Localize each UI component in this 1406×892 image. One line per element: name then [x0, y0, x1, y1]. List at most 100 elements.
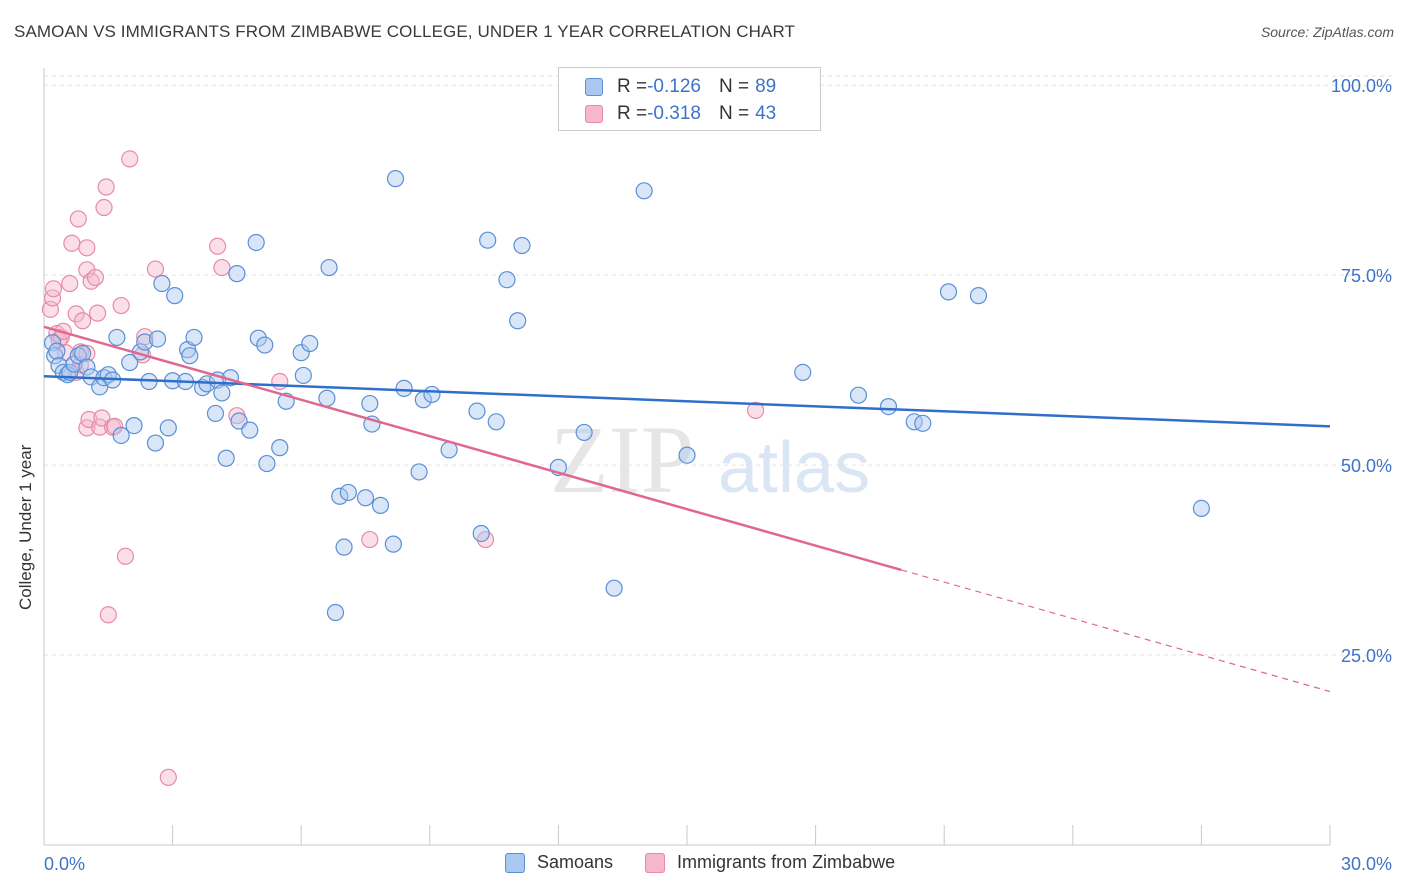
data-point: [58, 366, 77, 384]
data-point: [386, 170, 405, 188]
trend-lines: [43, 325, 1331, 693]
trend-line-zimbabwe-extension: [901, 569, 1331, 693]
samoans-swatch: [585, 78, 603, 96]
legend-item-zimbabwe: Immigrants from Zimbabwe: [645, 852, 895, 873]
data-point: [914, 414, 932, 432]
n-value-zimbabwe: 43: [755, 103, 777, 124]
data-point: [498, 271, 516, 289]
data-point: [247, 233, 265, 252]
data-point: [88, 304, 107, 322]
data-point: [108, 328, 126, 347]
data-point: [794, 363, 812, 382]
data-point: [361, 394, 379, 413]
data-point: [905, 413, 923, 431]
gridlines: [44, 75, 1392, 656]
r-value-zimbabwe: -0.318: [647, 103, 701, 124]
data-point: [1192, 499, 1211, 518]
data-point: [213, 258, 231, 277]
x-tick-label: 30.0%: [1341, 854, 1392, 874]
legend-label-zimbabwe: Immigrants from Zimbabwe: [677, 852, 896, 872]
series-legend: Samoans Immigrants from Zimbabwe: [505, 852, 927, 873]
chart-source: Source: ZipAtlas.com: [1260, 24, 1394, 40]
watermark-atlas: atlas: [718, 428, 870, 508]
data-point: [513, 236, 531, 255]
data-point: [356, 489, 375, 507]
data-point: [181, 347, 199, 365]
series-immigrants-from-zimbabwe: [41, 150, 765, 786]
data-point: [43, 334, 62, 352]
legend-label-samoans: Samoans: [537, 852, 614, 872]
data-point: [86, 268, 105, 287]
data-point: [99, 606, 117, 624]
data-point: [106, 417, 124, 435]
data-point: [939, 283, 958, 301]
data-point: [395, 379, 413, 397]
data-point: [468, 402, 486, 420]
data-point: [217, 449, 235, 467]
data-point: [146, 260, 165, 278]
data-point: [258, 454, 276, 473]
data-point: [249, 329, 267, 347]
y-tick-label: 100.0%: [1331, 76, 1392, 96]
data-point: [472, 524, 490, 543]
data-point: [879, 397, 898, 416]
data-point: [320, 258, 338, 277]
data-point: [213, 384, 231, 402]
series-samoans: [43, 170, 1211, 622]
data-point: [849, 386, 868, 404]
data-point: [301, 334, 319, 353]
data-point: [112, 296, 130, 315]
data-point: [146, 434, 165, 452]
data-point: [678, 446, 696, 464]
tick-labels: 25.0% 50.0% 75.0% 100.0% 0.0% 30.0%: [44, 76, 1392, 874]
data-point: [371, 496, 390, 514]
data-point: [159, 768, 177, 786]
data-point: [185, 328, 203, 347]
legend-item-samoans: Samoans: [505, 852, 613, 873]
data-point: [487, 413, 505, 431]
data-point: [635, 182, 653, 200]
data-point: [292, 344, 310, 362]
data-point: [67, 305, 85, 323]
legend-row-samoans: R = -0.126 N = 89: [585, 75, 776, 99]
data-point: [95, 198, 113, 217]
data-point: [241, 421, 259, 439]
stats-legend: R = -0.126 N = 89 R = -0.318 N = 43: [558, 67, 821, 131]
data-point: [136, 333, 154, 351]
data-point: [73, 312, 92, 330]
data-point: [44, 280, 63, 298]
samoans-swatch: [505, 852, 525, 873]
r-label: R =: [617, 76, 648, 97]
data-point: [97, 178, 115, 196]
x-tick-label: 0.0%: [44, 854, 85, 874]
axes: [43, 68, 1331, 846]
data-point: [61, 274, 79, 293]
data-point: [256, 336, 274, 354]
data-point: [121, 150, 139, 168]
r-value-samoans: -0.126: [647, 76, 701, 97]
data-point: [479, 231, 497, 249]
trend-line-zimbabwe: [43, 325, 902, 572]
watermark-zip: ZIP: [550, 406, 694, 513]
data-point: [271, 439, 289, 457]
trend-line-samoans: [43, 374, 1331, 428]
data-point: [69, 210, 87, 228]
data-point: [318, 389, 336, 407]
data-point: [73, 344, 92, 363]
data-point: [159, 419, 177, 437]
n-value-samoans: 89: [755, 76, 777, 97]
data-point: [228, 265, 246, 283]
data-point: [509, 312, 527, 330]
data-point: [78, 358, 96, 376]
data-point: [271, 372, 289, 391]
data-point: [384, 535, 402, 553]
n-label: N =: [718, 103, 750, 124]
data-point: [166, 287, 184, 305]
data-point: [121, 353, 139, 372]
zimbabwe-swatch: [645, 852, 666, 873]
data-point: [423, 385, 441, 404]
data-point: [294, 366, 312, 385]
chart-title: SAMOAN VS IMMIGRANTS FROM ZIMBABWE COLLE…: [14, 22, 796, 41]
data-point: [339, 483, 357, 502]
